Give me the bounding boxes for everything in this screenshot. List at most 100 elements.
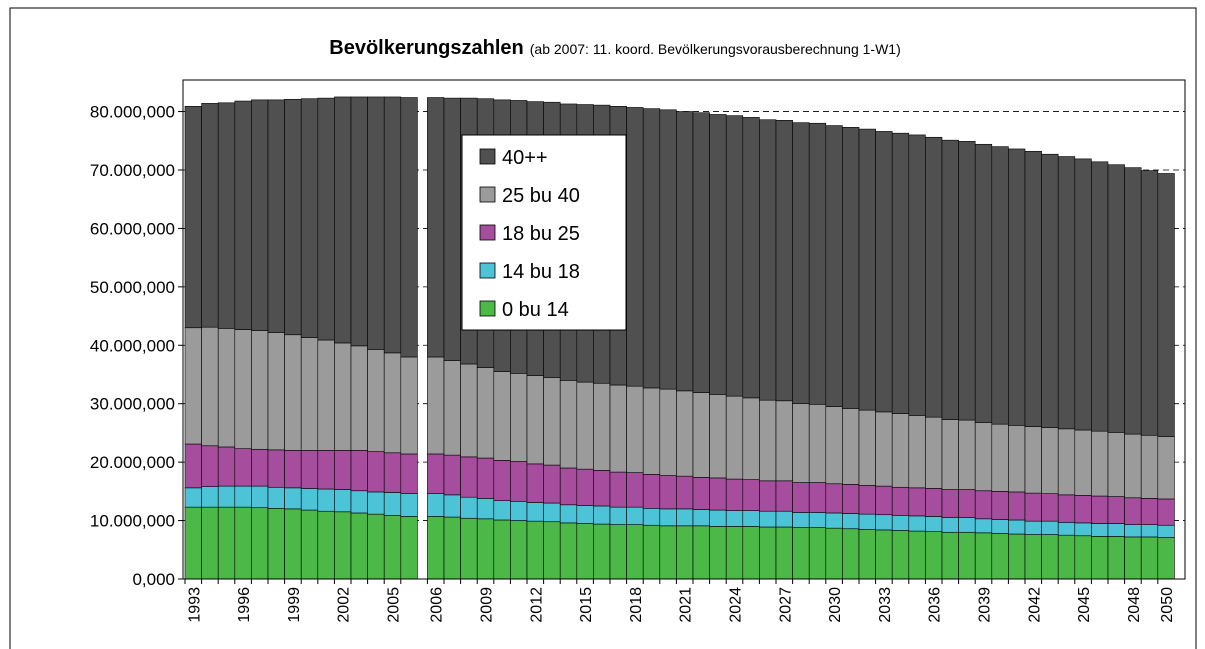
- bar-segment: [875, 411, 893, 487]
- bar-segment: [334, 450, 352, 490]
- bar-segment: [709, 477, 727, 511]
- bar-segment: [217, 506, 236, 580]
- bar-segment: [1124, 536, 1142, 580]
- bar-segment: [317, 510, 335, 580]
- bar-segment: [251, 448, 269, 487]
- bar-segment: [334, 96, 352, 344]
- bar-segment: [1157, 524, 1175, 538]
- bar-segment: [1091, 523, 1109, 537]
- bar-segment: [593, 523, 611, 580]
- bar-segment: [284, 487, 302, 510]
- bar-segment: [692, 509, 710, 527]
- bar-segment: [317, 97, 335, 341]
- bar-segment: [1124, 167, 1142, 435]
- bar-segment: [460, 496, 478, 519]
- bar-segment: [217, 102, 236, 329]
- bar-segment: [858, 529, 876, 580]
- x-tick-label: 2036: [927, 587, 944, 623]
- bar-segment: [593, 470, 611, 507]
- bar-segment: [842, 127, 860, 409]
- bar-segment: [217, 446, 236, 487]
- x-tick-label: 2033: [877, 587, 894, 623]
- bar-segment: [908, 134, 926, 416]
- legend-swatch: [479, 262, 496, 279]
- bar-segment: [875, 485, 893, 516]
- bar-segment: [609, 384, 627, 473]
- bar-segment: [184, 327, 202, 445]
- bar-segment: [234, 100, 252, 330]
- bar-segment: [1124, 524, 1142, 538]
- bar-segment: [576, 523, 594, 580]
- bar-segment: [676, 508, 694, 527]
- bar-segment: [234, 506, 252, 580]
- bar-segment: [1140, 524, 1159, 538]
- bar-segment: [858, 128, 876, 411]
- bar-segment: [1057, 522, 1076, 536]
- bar-segment: [1091, 536, 1109, 580]
- bar-segment: [875, 514, 893, 531]
- bar-segment: [493, 371, 511, 461]
- bar-segment: [1091, 161, 1109, 432]
- legend-label: 25 bu 40: [502, 185, 580, 207]
- bar-segment: [593, 505, 611, 525]
- bar-segment: [825, 512, 843, 529]
- bar-segment: [725, 115, 744, 397]
- bar-segment: [476, 518, 495, 580]
- bar-segment: [367, 451, 385, 493]
- bar-segment: [941, 419, 959, 490]
- bar-segment: [400, 453, 418, 494]
- bar-segment: [559, 504, 578, 524]
- bar-segment: [400, 97, 418, 358]
- legend: 0 bu 14 14 bu 18 18 bu 25 25 bu 40 40++: [461, 134, 627, 331]
- bar-segment: [559, 380, 578, 469]
- x-tick-label: 2018: [628, 587, 645, 623]
- bar-segment: [350, 450, 368, 492]
- bar-segment: [958, 517, 976, 533]
- bar-segment: [692, 477, 710, 510]
- bar-segment: [1107, 164, 1125, 433]
- bar-segment: [526, 375, 544, 465]
- bar-segment: [184, 487, 202, 508]
- bar-segment: [925, 488, 943, 517]
- bar-segment: [234, 448, 252, 487]
- bar-segment: [234, 485, 252, 508]
- bar-segment: [284, 450, 302, 489]
- bar-segment: [1008, 533, 1026, 580]
- bar-segment: [925, 416, 943, 489]
- bar-segment: [201, 445, 219, 487]
- bar-segment: [775, 120, 793, 402]
- bar-segment: [742, 117, 760, 399]
- bar-segment: [493, 500, 511, 521]
- bar-segment: [251, 330, 269, 450]
- y-tick-label: 50.000,000: [90, 278, 175, 297]
- bar-segment: [1041, 427, 1059, 494]
- bar-segment: [958, 531, 976, 580]
- bar-segment: [842, 513, 860, 530]
- bar-segment: [443, 360, 461, 456]
- bar-segment: [300, 509, 319, 580]
- chart-title: Bevölkerungszahlen (ab 2007: 11. koord. B…: [329, 37, 900, 59]
- bar-segment: [742, 397, 760, 480]
- x-tick-label: 2045: [1076, 587, 1093, 623]
- bar-segment: [1091, 430, 1109, 497]
- y-tick-label: 30.000,000: [90, 395, 175, 414]
- bar-segment: [725, 526, 744, 580]
- bar-segment: [759, 480, 777, 512]
- x-tick-label: 1999: [286, 587, 303, 623]
- bar-segment: [958, 141, 976, 421]
- bar-segment: [300, 450, 319, 489]
- bar-segment: [1157, 436, 1175, 500]
- bar-segment: [427, 453, 445, 494]
- bar-segment: [891, 530, 910, 580]
- bar-segment: [642, 507, 661, 526]
- y-tick-label: 10.000,000: [90, 512, 175, 531]
- bar-segment: [300, 337, 319, 451]
- bar-segment: [642, 524, 661, 580]
- bar-segment: [692, 392, 710, 478]
- bar-segment: [1107, 432, 1125, 497]
- bar-segment: [184, 443, 202, 489]
- bar-segment: [543, 502, 561, 523]
- bar-segment: [1008, 519, 1026, 535]
- bar-segment: [709, 526, 727, 580]
- bar-segment: [1057, 534, 1076, 580]
